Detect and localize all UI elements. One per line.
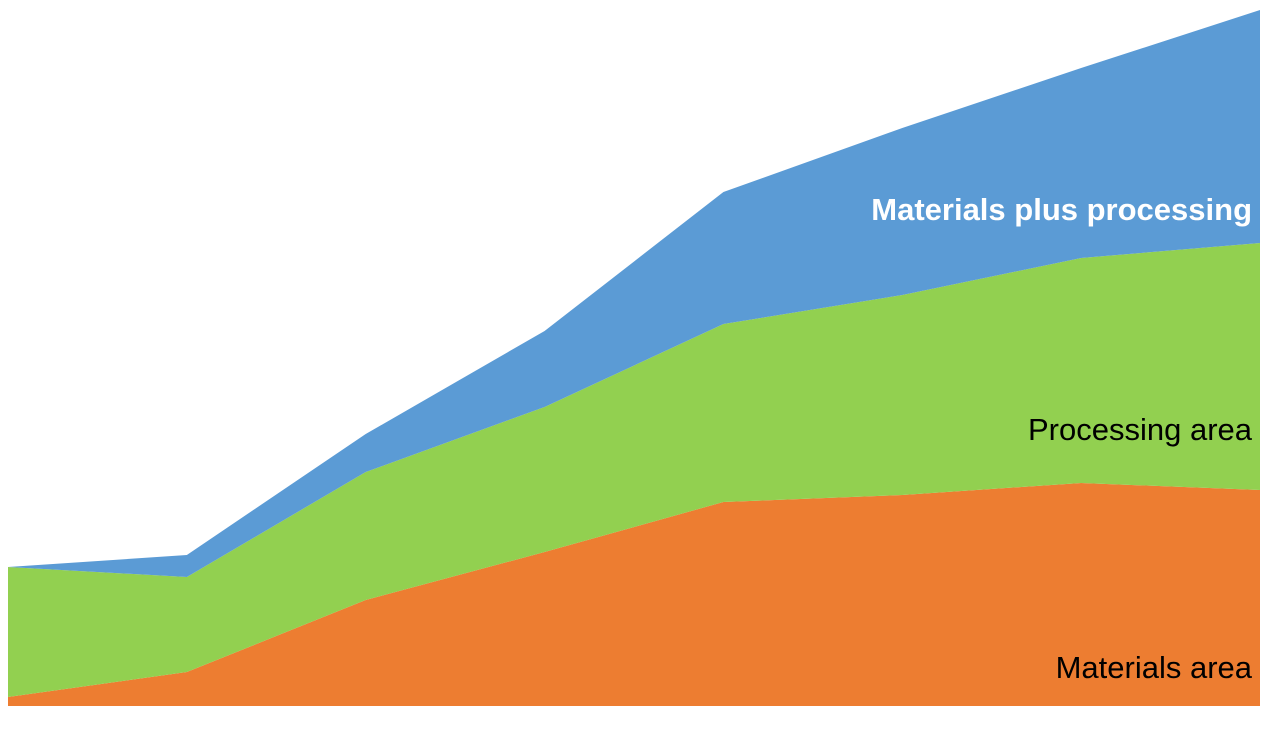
area [8, 10, 1260, 577]
series-label: Processing area [1028, 412, 1253, 447]
area [8, 483, 1260, 706]
area [8, 243, 1260, 697]
series-label: Materials plus processing [871, 192, 1252, 227]
series-label: Materials area [1056, 650, 1253, 685]
